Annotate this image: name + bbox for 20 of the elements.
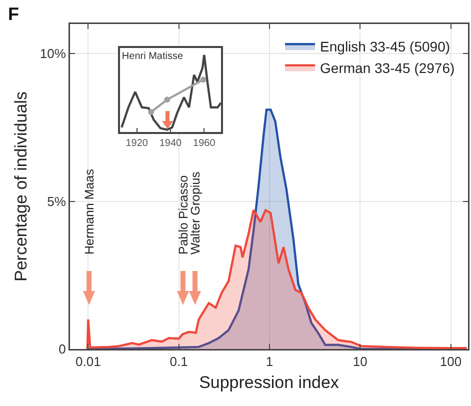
text: F (8, 4, 19, 24)
x-tick-label: 1960 (193, 138, 216, 149)
x-axis-title: Suppression index (199, 373, 340, 392)
x-tick-label: 100 (440, 354, 462, 370)
y-tick-label: 5% (47, 194, 66, 209)
y-tick-label: 10% (40, 46, 66, 62)
legend-label: German 33-45 (2976) (320, 60, 455, 76)
x-tick-label: 0.01 (76, 354, 101, 370)
annotation: Walter Gropius (188, 172, 202, 254)
x-tick-label: 10 (352, 354, 368, 370)
annotation: Hermann Maas (82, 169, 96, 254)
chart-title: Henri Matisse (122, 51, 184, 62)
legend-label: English 33-45 (5090) (320, 38, 450, 55)
x-tick-label: 0.1 (170, 354, 188, 370)
annotation: Pablo Picasso (176, 175, 190, 254)
x-tick-label: 1920 (126, 138, 148, 149)
x-tick-label: 1 (266, 354, 274, 370)
x-tick-label: 1940 (159, 138, 182, 149)
y-axis-title: Percentage of individuals (12, 92, 31, 282)
y-tick-label: 0 (58, 342, 66, 357)
